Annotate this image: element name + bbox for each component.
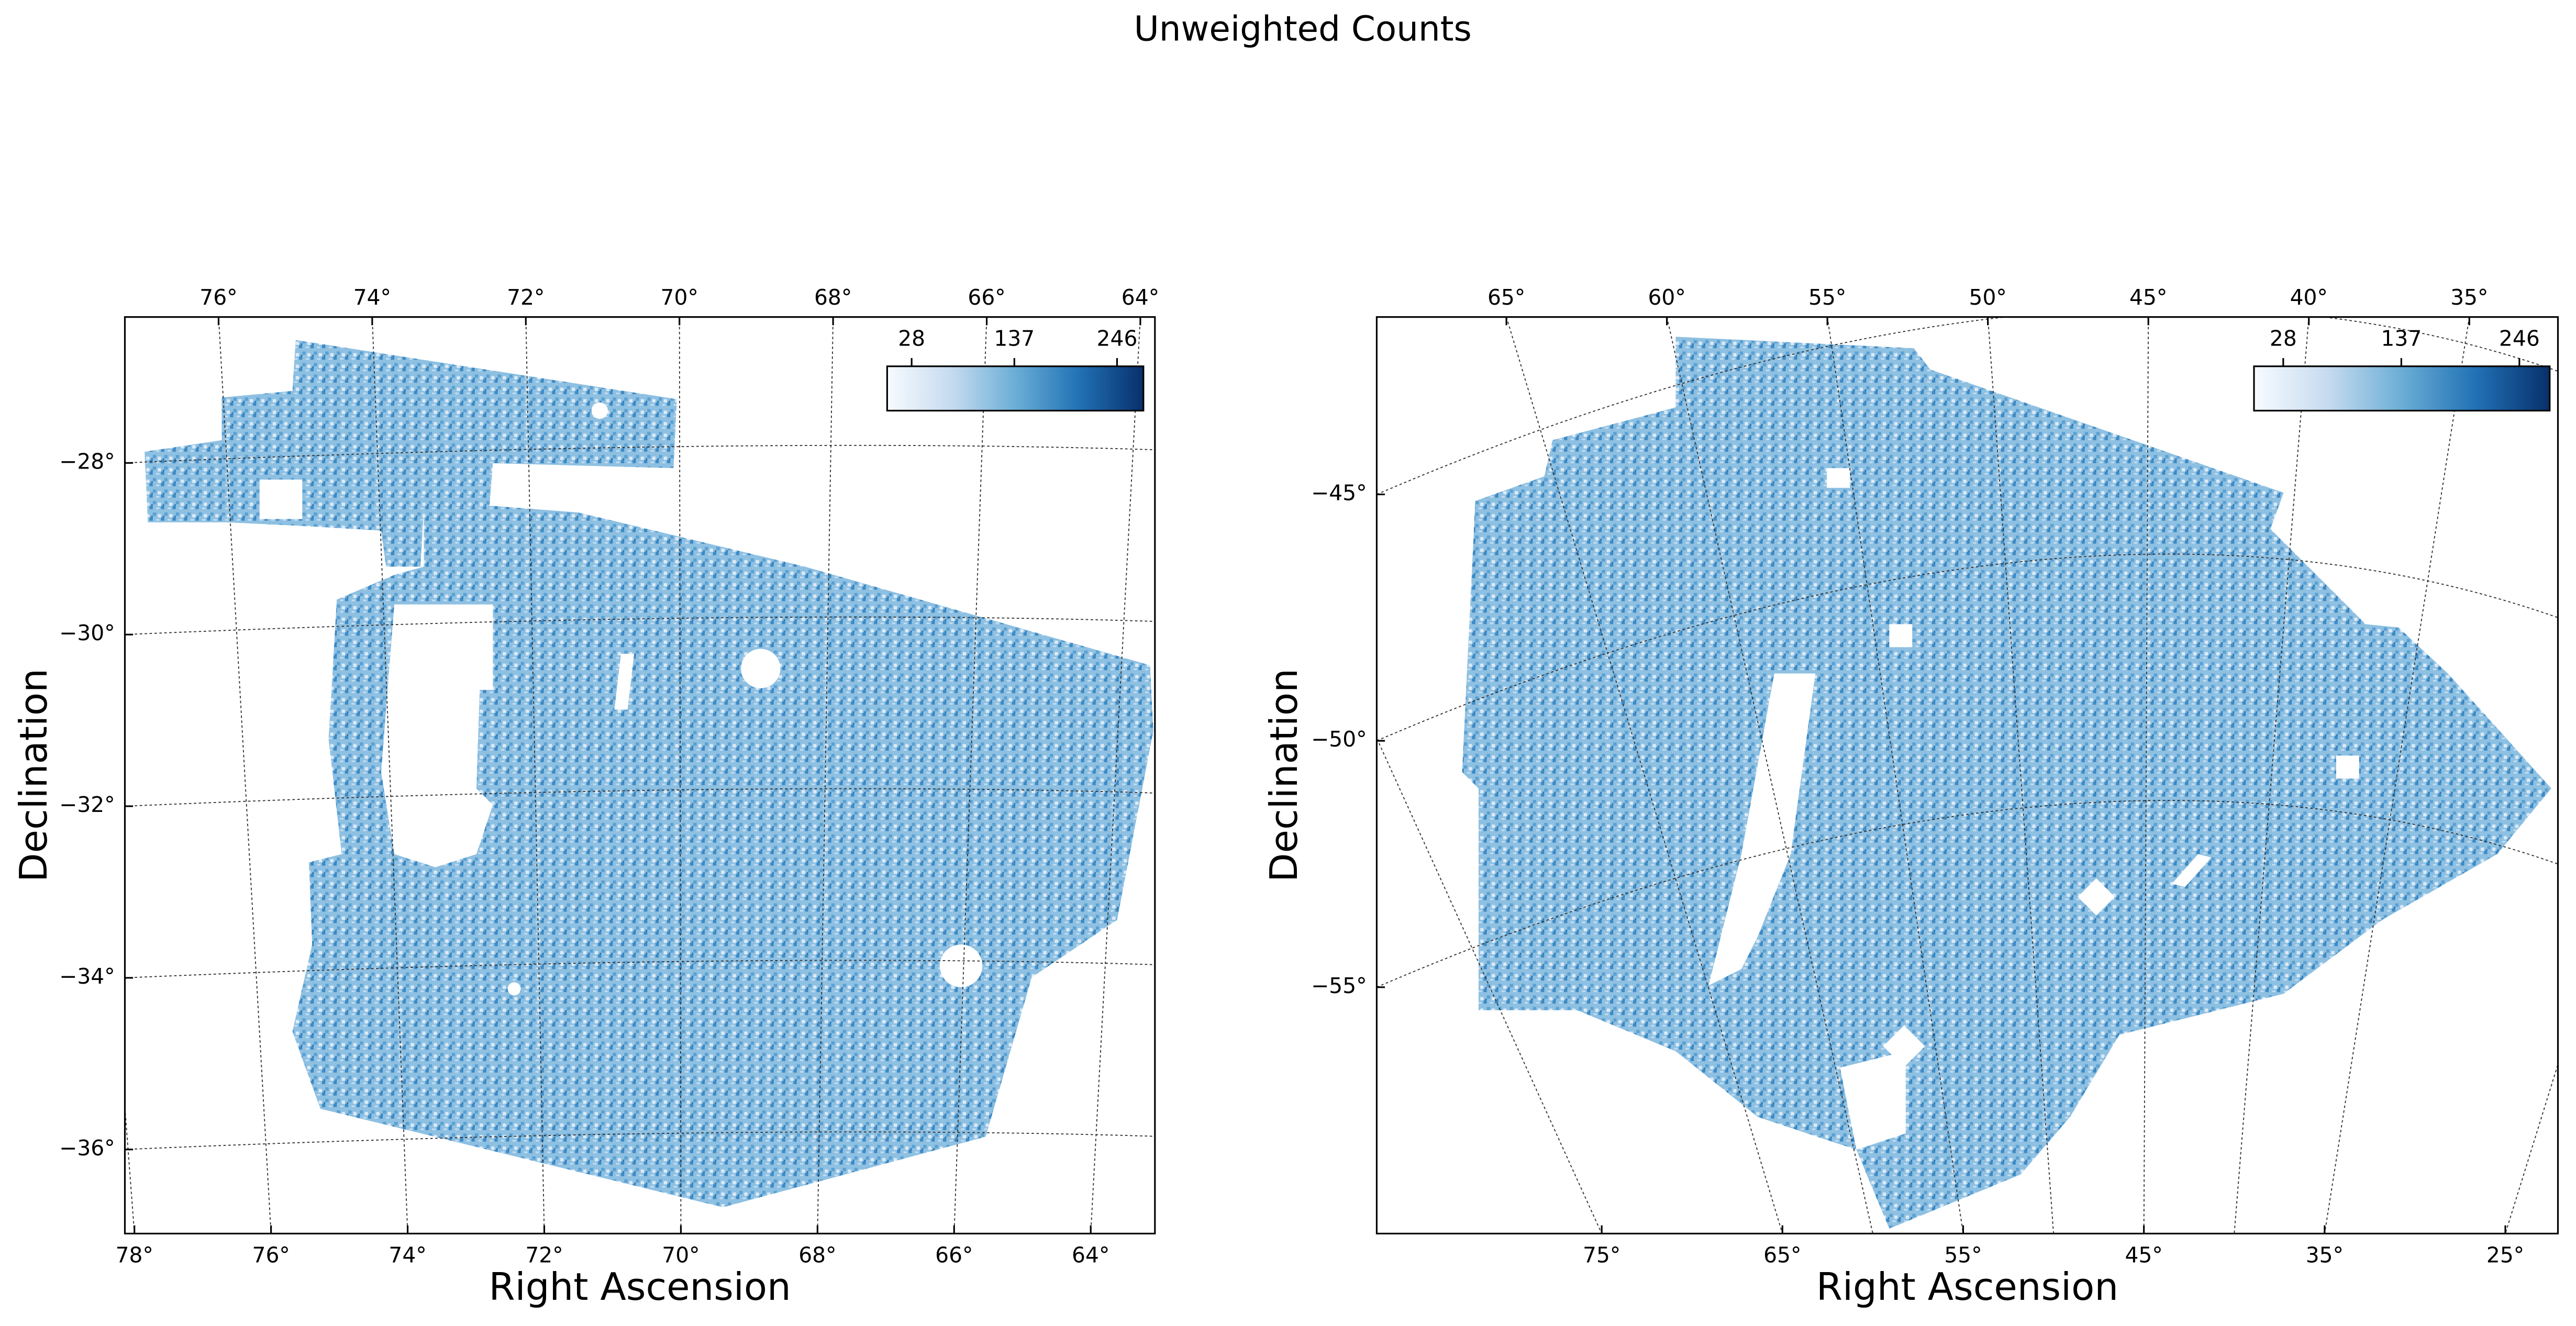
grid-line — [679, 317, 682, 1234]
y-axis-label: Declination — [1262, 668, 1306, 882]
grid-line — [1376, 737, 1603, 1234]
y-tick-label: −30° — [59, 620, 115, 645]
colorbar-tick-label: 28 — [2270, 326, 2297, 351]
y-tick-label: −34° — [59, 964, 115, 989]
grid-line — [125, 960, 1155, 978]
x-tick-label: 70° — [662, 1242, 699, 1267]
grid-line — [1506, 317, 1783, 1234]
x-tick-label: 65° — [1763, 1242, 1801, 1267]
grid — [125, 317, 1155, 1234]
grid-line — [1827, 317, 1964, 1234]
x-tick-label: 35° — [2306, 1242, 2344, 1267]
x-axis-label: Right Ascension — [1816, 1265, 2118, 1309]
x-tick-label-top: 70° — [661, 285, 698, 310]
x-tick-label-top: 65° — [1487, 285, 1525, 310]
grid-line — [2234, 317, 2309, 1234]
colorbar-tick-label: 137 — [2381, 326, 2422, 351]
grid-line — [1376, 553, 2558, 741]
x-tick-label: 72° — [525, 1242, 563, 1267]
x-tick-label: 68° — [798, 1242, 836, 1267]
survey-footprint — [1462, 337, 2551, 1229]
colorbar-tick-label: 246 — [2499, 326, 2540, 351]
grid-line — [371, 317, 408, 1234]
grid-line — [125, 788, 1155, 807]
grid-line — [125, 444, 1155, 464]
x-tick-label-top: 45° — [2129, 285, 2167, 310]
y-tick-label: −36° — [59, 1135, 115, 1161]
grid-line — [1987, 317, 2055, 1234]
grid-line — [2143, 317, 2149, 1234]
grid-line — [1090, 317, 1141, 1234]
y-tick-label: −55° — [1311, 973, 1367, 998]
colorbar-tick-label: 137 — [994, 326, 1035, 351]
x-tick-label-top: 40° — [2290, 285, 2328, 310]
y-tick-label: −45° — [1311, 480, 1367, 505]
x-tick-label-top: 55° — [1808, 285, 1846, 310]
x-tick-label: 25° — [2486, 1242, 2524, 1267]
x-tick-label-top: 74° — [353, 285, 391, 310]
grid-line — [1666, 317, 1873, 1234]
colorbar — [2253, 365, 2551, 412]
x-tick-label: 76° — [252, 1242, 290, 1267]
colorbar-tick-label: 28 — [898, 326, 925, 351]
colorbar-tick-label: 246 — [1097, 326, 1138, 351]
x-tick-label-top: 66° — [968, 285, 1005, 310]
x-tick-label-top: 68° — [814, 285, 852, 310]
axes-frame — [1375, 316, 2559, 1235]
x-tick-label-top: 35° — [2450, 285, 2488, 310]
grid — [1376, 317, 2558, 1234]
x-tick-label: 75° — [1583, 1242, 1620, 1267]
colorbar — [886, 365, 1145, 412]
axes-frame — [124, 316, 1156, 1235]
grid-line — [525, 317, 545, 1234]
x-tick-label-top: 50° — [1969, 285, 2007, 310]
x-tick-label: 55° — [1944, 1242, 1982, 1267]
x-tick-label: 74° — [388, 1242, 426, 1267]
grid-line — [953, 317, 987, 1234]
x-tick-label: 78° — [116, 1242, 153, 1267]
x-tick-label-top: 60° — [1648, 285, 1685, 310]
grid-line — [125, 616, 1155, 636]
x-axis-label: Right Ascension — [489, 1265, 791, 1309]
y-tick-label: −28° — [59, 449, 115, 474]
grid-line — [817, 317, 834, 1234]
x-tick-label-top: 64° — [1122, 285, 1159, 310]
x-tick-label: 66° — [935, 1242, 973, 1267]
grid-line — [2324, 317, 2470, 1234]
y-tick-label: −50° — [1311, 727, 1367, 752]
grid-line — [2505, 1063, 2558, 1234]
figure-title: Unweighted Counts — [1134, 9, 1472, 49]
x-tick-label: 64° — [1072, 1242, 1109, 1267]
x-tick-label: 45° — [2125, 1242, 2163, 1267]
x-tick-label-top: 72° — [507, 285, 545, 310]
grid-line — [1376, 800, 2558, 988]
grid-line — [218, 317, 272, 1234]
grid-line — [125, 1131, 1155, 1150]
survey-footprint — [145, 340, 1153, 1208]
y-tick-label: −32° — [59, 792, 115, 817]
x-tick-label-top: 76° — [199, 285, 237, 310]
y-axis-label: Declination — [12, 668, 56, 882]
